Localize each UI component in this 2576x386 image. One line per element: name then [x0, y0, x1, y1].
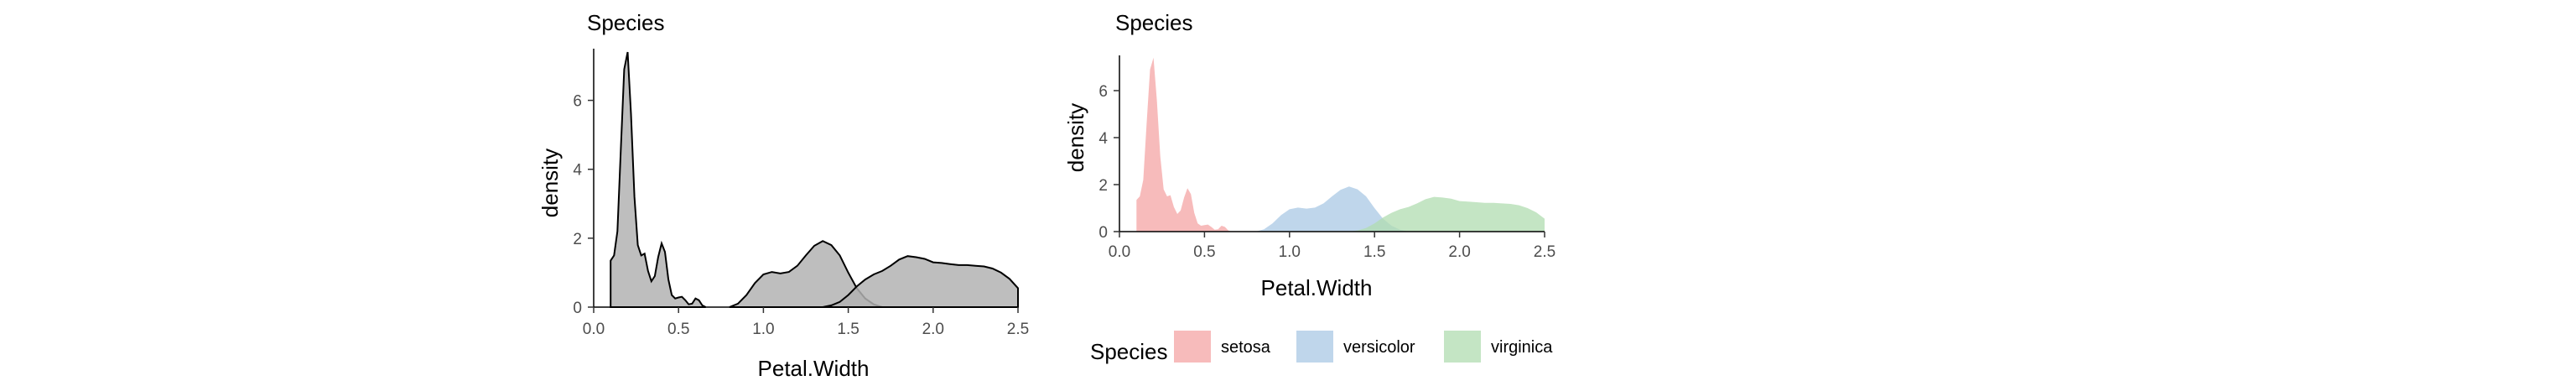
area-virginica [1348, 196, 1545, 232]
x-tick-label: 0.0 [583, 321, 605, 338]
y-tick-label: 2 [1098, 177, 1108, 195]
chart-left-plot-area [610, 51, 1019, 308]
chart-left-x-axis-title: Petal.Width [758, 356, 870, 381]
x-tick-label: 2.0 [1448, 243, 1470, 261]
density-area-3 [822, 255, 1019, 308]
chart-right-legend: Species setosa versicolor virginica [1090, 331, 1553, 364]
legend-key-versicolor [1296, 331, 1333, 363]
y-tick-label: 6 [1098, 83, 1108, 101]
y-tick-label: 2 [573, 231, 582, 248]
chart-left-title: Species [587, 10, 665, 35]
x-tick-label: 1.5 [837, 321, 859, 338]
y-tick-label: 0 [573, 300, 582, 317]
chart-right-title: Species [1115, 10, 1193, 35]
x-tick-label: 1.5 [1363, 243, 1385, 261]
chart-right: Species 0.0 0.5 1.0 1.5 2.0 2.5 0 2 4 6 Petal.Wi… [1063, 10, 1555, 364]
x-tick-label: 2.5 [1007, 321, 1029, 338]
x-tick-label: 0.0 [1109, 243, 1130, 261]
x-tick-label: 1.0 [752, 321, 774, 338]
legend-key-setosa [1174, 331, 1211, 363]
x-tick-label: 0.5 [667, 321, 689, 338]
y-tick-label: 0 [1098, 224, 1108, 242]
legend-label-versicolor: versicolor [1343, 338, 1415, 357]
x-tick-label: 2.0 [922, 321, 944, 338]
y-tick-label: 4 [1098, 130, 1108, 148]
chart-left-y-axis: 0 2 4 6 [573, 49, 595, 317]
x-tick-label: 1.0 [1279, 243, 1301, 261]
legend-key-virginica [1444, 331, 1481, 363]
legend-label-virginica: virginica [1491, 338, 1553, 357]
x-tick-label: 0.5 [1193, 243, 1215, 261]
chart-left: Species 0.0 0.5 1.0 1.5 2.0 2.5 0 2 4 6 Petal.Wi… [538, 10, 1029, 381]
chart-left-x-axis: 0.0 0.5 1.0 1.5 2.0 2.5 [583, 306, 1029, 338]
y-tick-label: 4 [573, 162, 582, 180]
legend-title: Species [1090, 339, 1168, 364]
y-tick-label: 6 [573, 93, 582, 111]
area-setosa [1136, 57, 1232, 232]
chart-right-y-axis: 0 2 4 6 [1098, 55, 1120, 242]
x-tick-label: 2.5 [1534, 243, 1555, 261]
chart-right-x-axis: 0.0 0.5 1.0 1.5 2.0 2.5 [1109, 231, 1555, 261]
chart-left-y-axis-title: density [538, 149, 563, 217]
area-versicolor [1255, 186, 1409, 232]
chart-right-plot-area [1136, 57, 1545, 232]
density-area-1 [610, 51, 707, 308]
legend-label-setosa: setosa [1221, 338, 1271, 357]
chart-right-y-axis-title: density [1063, 103, 1088, 172]
chart-right-x-axis-title: Petal.Width [1261, 275, 1373, 300]
